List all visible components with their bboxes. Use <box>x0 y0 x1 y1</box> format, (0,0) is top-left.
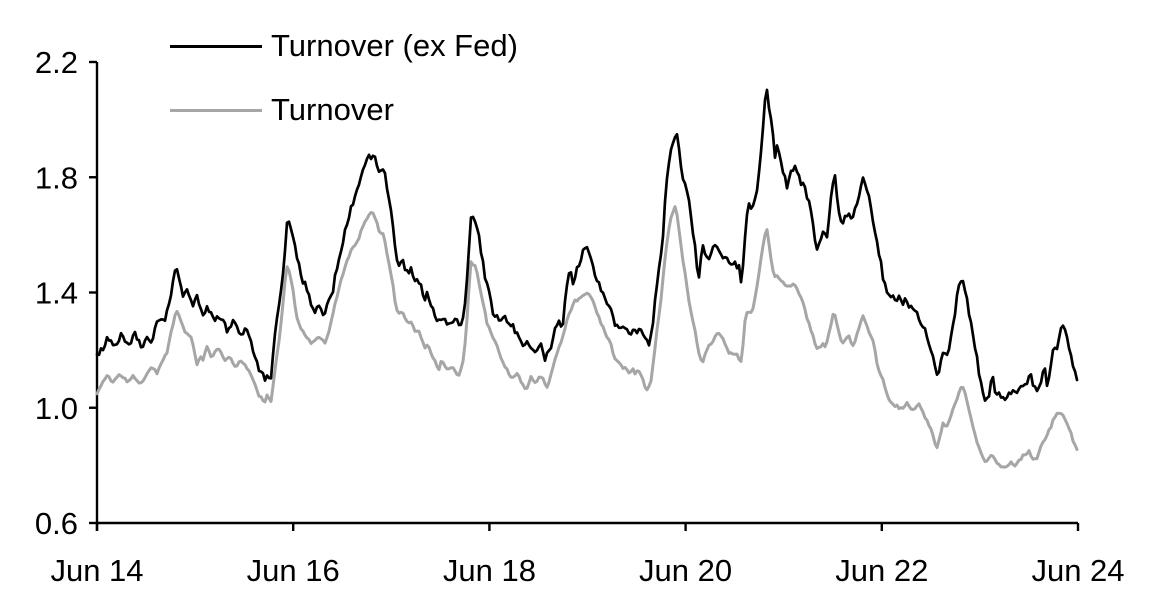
legend-item-turnover: Turnover <box>170 93 394 127</box>
x-axis-tick-label: Jun 18 <box>443 553 536 588</box>
legend-label: Turnover (ex Fed) <box>271 28 518 63</box>
legend-swatch-black-line <box>170 44 262 48</box>
series-line-turnover <box>95 205 1079 469</box>
x-axis-tick-label: Jun 20 <box>639 553 732 588</box>
series-line-turnover-ex-fed <box>95 88 1079 402</box>
x-axis-tick-label: Jun 14 <box>50 553 143 588</box>
legend-swatch-gray-line <box>170 108 262 112</box>
legend-label: Turnover <box>271 92 394 127</box>
x-axis-tick-label: Jun 22 <box>835 553 928 588</box>
y-axis-tick-label: 1.4 <box>35 276 78 311</box>
y-axis-tick-label: 1.8 <box>35 160 78 195</box>
y-axis-tick-label: 1.0 <box>35 391 78 426</box>
y-axis-tick-label: 2.2 <box>35 45 78 80</box>
y-axis-tick-label: 0.6 <box>35 506 78 541</box>
x-axis-tick-label: Jun 16 <box>247 553 340 588</box>
legend-item-turnover-ex-fed: Turnover (ex Fed) <box>170 29 518 63</box>
x-axis-tick-label: Jun 24 <box>1031 553 1124 588</box>
